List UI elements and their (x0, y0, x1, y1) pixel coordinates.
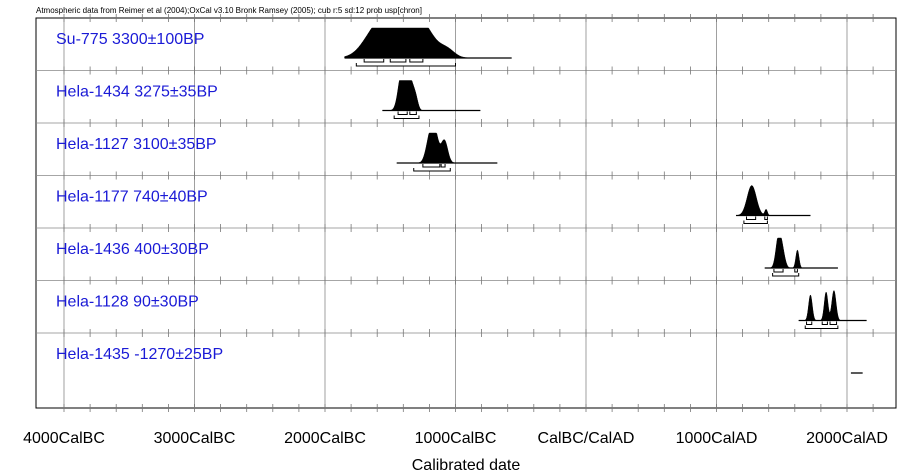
x-axis-title: Calibrated date (412, 457, 521, 474)
sample-label: Hela-1436 400±30BP (56, 241, 209, 258)
sample-row: Hela-1434 3275±35BP (56, 80, 481, 119)
hpd-bracket (397, 111, 408, 115)
hpd-bracket (409, 59, 424, 63)
sample-label: Su-775 3300±100BP (56, 31, 204, 48)
probability-distribution (798, 290, 867, 321)
hpd-bracket (393, 115, 420, 119)
sample-label: Hela-1434 3275±35BP (56, 84, 218, 101)
calibration-info-note: Atmospheric data from Reimer et al (2004… (36, 6, 422, 15)
sample-row: Su-775 3300±100BP (56, 27, 512, 67)
x-tick-label: 4000CalBC (23, 430, 105, 447)
hpd-bracket (389, 59, 407, 63)
x-tick-label: 2000CalBC (284, 430, 366, 447)
probability-distribution (396, 132, 498, 164)
x-tick-label: 1000CalAD (676, 430, 758, 447)
hpd-bracket (746, 216, 757, 220)
probability-distribution (735, 185, 811, 216)
x-tick-label: 3000CalBC (154, 430, 236, 447)
hpd-bracket (440, 164, 446, 168)
hpd-bracket (773, 269, 784, 273)
hpd-bracket (764, 216, 768, 220)
hpd-bracket (355, 63, 456, 67)
hpd-bracket (413, 168, 451, 172)
hpd-bracket (409, 111, 417, 115)
hpd-bracket (804, 325, 839, 329)
probability-distribution (764, 237, 838, 269)
hpd-bracket (363, 59, 385, 63)
sample-row: Hela-1127 3100±35BP (56, 132, 498, 172)
hpd-bracket (772, 273, 800, 277)
probability-distribution (382, 80, 481, 111)
sample-label: Hela-1127 3100±35BP (56, 136, 217, 153)
sample-row: Hela-1435 -1270±25BP (56, 346, 863, 374)
sample-row: Hela-1128 90±30BP (56, 290, 867, 329)
sample-label: Hela-1177 740±40BP (56, 189, 208, 206)
sample-label: Hela-1128 90±30BP (56, 294, 199, 311)
x-tick-label: 1000CalBC (415, 430, 497, 447)
probability-distribution (344, 27, 512, 59)
x-tick-label: 2000CalAD (806, 430, 888, 447)
sample-label: Hela-1435 -1270±25BP (56, 346, 223, 363)
hpd-bracket (806, 321, 813, 325)
hpd-bracket (829, 321, 838, 325)
hpd-bracket (422, 164, 441, 168)
sample-row: Hela-1177 740±40BP (56, 185, 811, 224)
x-tick-label: CalBC/CalAD (538, 430, 635, 447)
hpd-bracket (743, 220, 768, 224)
hpd-bracket (794, 269, 798, 273)
sample-row: Hela-1436 400±30BP (56, 237, 838, 277)
hpd-bracket (821, 321, 828, 325)
